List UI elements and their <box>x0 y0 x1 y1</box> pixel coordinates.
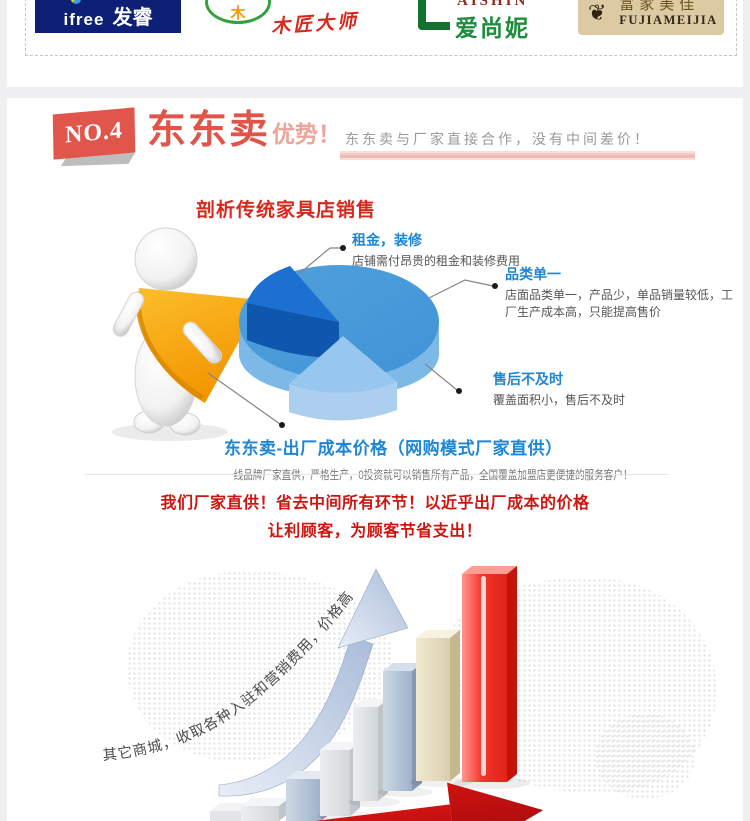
connector-dots <box>279 245 498 428</box>
conclusion-title: 东东卖-出厂成本价格（网购模式厂家直供） <box>224 439 563 458</box>
pie-section-heading: 剖析传统家具店销售 <box>196 200 377 221</box>
conclusion-desc: 一线品牌厂家直供，严格生产，0投资就可以销售所有产品，全国覆盖加盟店更便捷的服务… <box>224 468 633 482</box>
pie-point-title: 品类单一 <box>505 266 561 282</box>
bar-red-tall <box>454 566 530 789</box>
pie-point-desc: 店面品类单一，产品少，单品销量较低，工厂生产成本高，只能提高售价 <box>505 288 734 319</box>
section-divider <box>85 474 668 475</box>
mujiang-wood-glyph: 木 <box>230 5 246 22</box>
bar-6 <box>409 630 473 787</box>
pie-point-category: 品类单一 店面品类单一，产品少，单品销量较低，工厂生产成本高，只能提高售价 <box>505 264 743 321</box>
promo-text: 我们厂家直供！省去中间所有环节！以近乎出厂成本的价格 让利顾客，为顾客节省支出！ <box>7 490 743 546</box>
bar-chart-illustration-area: 其它商城，收取各种入驻和营销费用，价格高昂 <box>7 556 743 821</box>
advantage-section-card: NO.4 东东卖 优势！ 东东卖与厂家直接合作，没有中间差价！ 剖析传统家具店销… <box>7 98 743 821</box>
world-map-dots <box>595 714 695 799</box>
pie-point-rent: 租金，装修 店铺需付昂贵的租金和装修费用 <box>352 230 520 270</box>
fujiameijia-logo-en: FUJIAMEIJIA <box>619 12 718 27</box>
pie-illustration-area: 租金，装修 店铺需付昂贵的租金和装修费用 品类单一 店面品类单一，产品少，单品销… <box>7 218 743 484</box>
blue-pie <box>239 265 439 421</box>
pie-chart-illustration <box>112 227 498 441</box>
ifree-dot-icon <box>71 0 81 4</box>
fujiameijia-logo-cn: 富家美佳 <box>619 0 700 14</box>
tagline-underline <box>340 151 695 160</box>
pie-point-title: 售后不及时 <box>493 371 563 387</box>
pie-point-desc: 店铺需付昂贵的租金和装修费用 <box>352 254 521 268</box>
ifree-logo-cn: 发睿 <box>112 7 153 29</box>
brand-name-suffix: 优势！ <box>272 121 342 147</box>
figure-arms <box>112 291 223 364</box>
fujiameijia-emblem-icon <box>584 0 610 26</box>
aishin-logo-cn: 爱尚妮 <box>455 15 530 41</box>
fujiameijia-logo: 富家美佳 FUJIAMEIJIA <box>578 0 724 35</box>
bars <box>210 566 530 821</box>
brand-strip-card: ifree 发睿 木 木匠大师 AISHIN 爱尚妮 富家美佳 FUJIAMEI… <box>7 0 743 87</box>
section-title: 东东卖 优势！ <box>147 108 341 154</box>
curve-label: 其它商城，收取各种入驻和营销费用，价格高昂 <box>7 556 356 764</box>
connector-lines <box>207 247 494 425</box>
red-arrow <box>251 782 544 821</box>
aishin-logo-en: AISHIN <box>457 0 529 9</box>
pie-point-desc: 覆盖面积小，售后不及时 <box>493 393 626 407</box>
mujiang-emblem-icon: 木 <box>205 0 271 24</box>
ifree-logo-en: ifree <box>63 10 105 29</box>
mujiang-dashi-logo: 木匠大师 <box>270 10 360 39</box>
conclusion-block: 东东卖-出厂成本价格（网购模式厂家直供） 一线品牌厂家直供，严格生产，0投资就可… <box>224 434 735 483</box>
curve-label-text: 其它商城，收取各种入驻和营销费用，价格高昂 <box>7 556 357 764</box>
pie-point-aftersale: 售后不及时 覆盖面积小，售后不及时 <box>493 369 625 409</box>
bar-chart-illustration: 其它商城，收取各种入驻和营销费用，价格高昂 <box>7 556 544 821</box>
no4-badge: NO.4 <box>52 107 136 160</box>
section-tagline: 东东卖与厂家直接合作，没有中间差价！ <box>345 131 651 147</box>
promo-line-2: 让利顾客，为顾客节省支出！ <box>267 523 483 540</box>
ifree-logo: ifree 发睿 <box>35 0 181 33</box>
no4-badge-label: NO.4 <box>64 117 124 149</box>
aishin-bracket-icon <box>418 0 450 30</box>
pie-point-title: 租金，装修 <box>352 232 422 248</box>
bar-1 <box>241 798 289 821</box>
promo-line-1: 我们厂家直供！省去中间所有环节！以近乎出厂成本的价格 <box>160 495 590 512</box>
brand-name: 东东卖 <box>147 109 271 152</box>
